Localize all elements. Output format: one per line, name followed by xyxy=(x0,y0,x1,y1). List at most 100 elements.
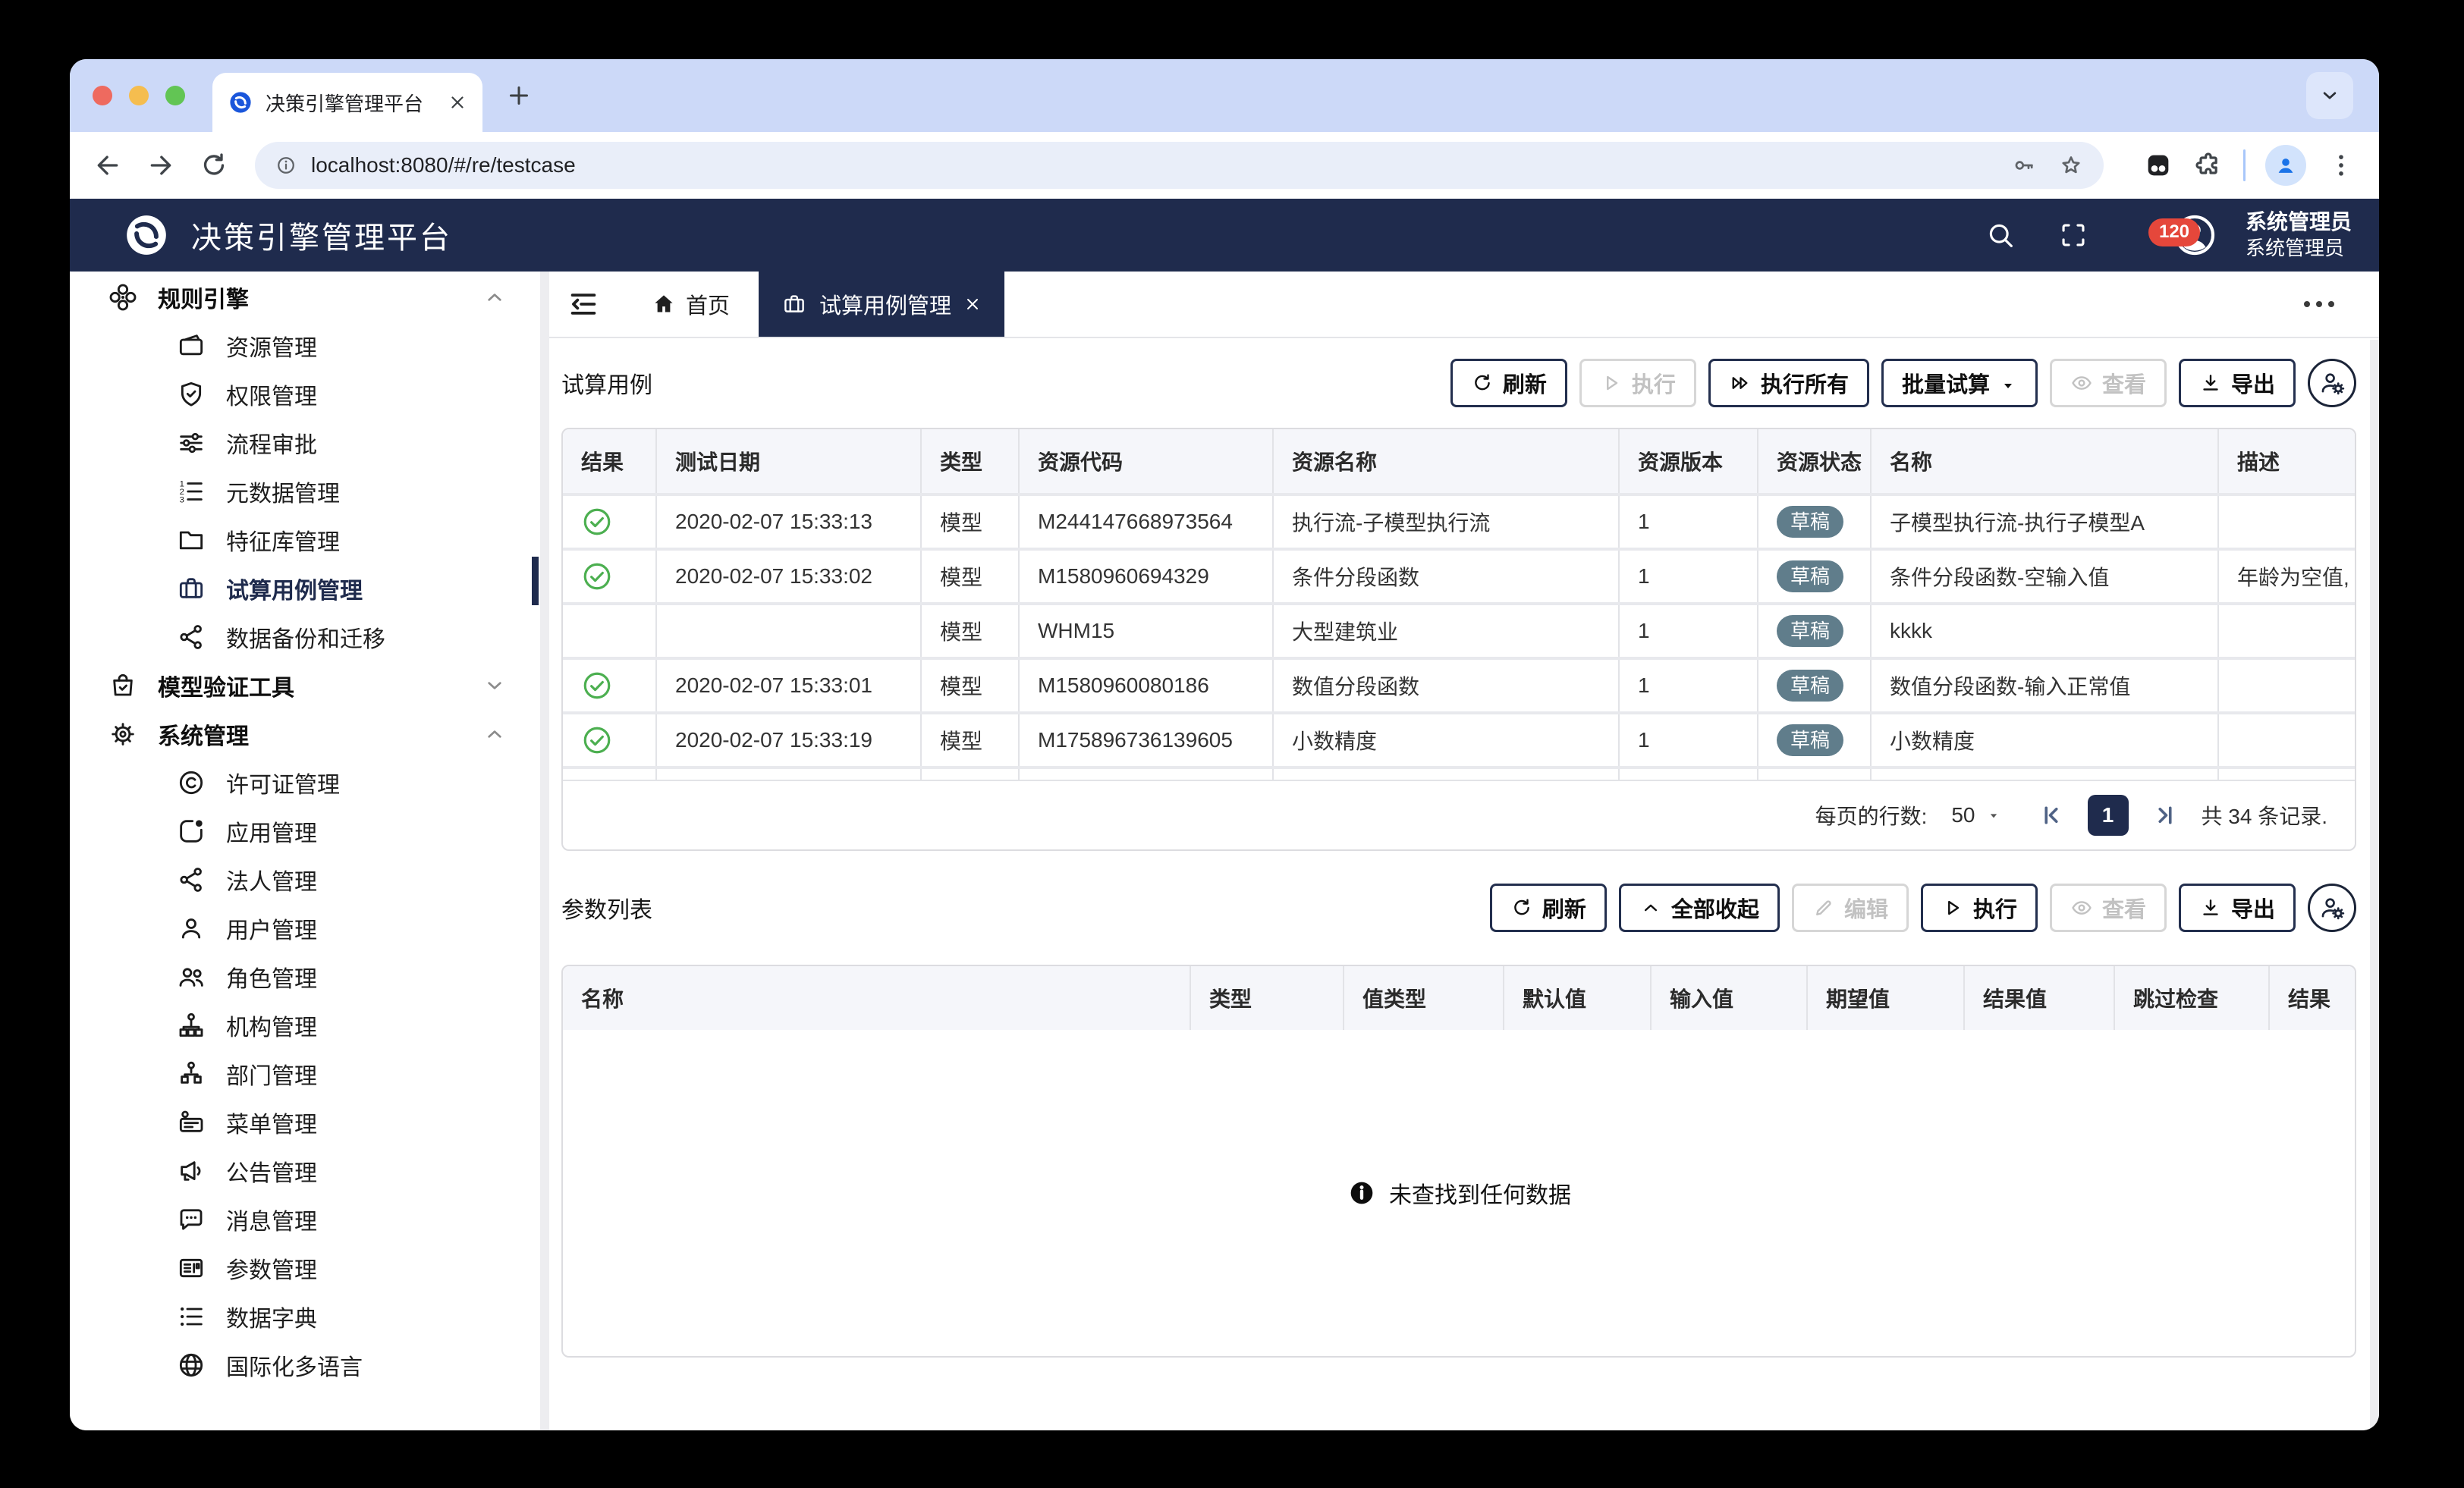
execute-button[interactable]: 执行 xyxy=(1920,884,2038,932)
table-row[interactable]: 2020-02-07 15:33:02 模型 M1580960694329 条件分段函… xyxy=(563,548,2355,602)
execute-all-button[interactable]: 执行所有 xyxy=(1708,359,1869,407)
new-tab-button[interactable] xyxy=(505,82,533,109)
last-page-icon[interactable] xyxy=(2151,802,2179,829)
testcase-column-settings-button[interactable] xyxy=(2308,359,2356,407)
site-info-icon[interactable] xyxy=(275,154,297,177)
first-page-icon[interactable] xyxy=(2038,802,2065,829)
batch-test-button[interactable]: 批量试算 xyxy=(1881,359,2038,407)
sidebar-item-label: 公告管理 xyxy=(226,1161,317,1186)
table-cell: kkkk xyxy=(1870,605,2217,657)
fullscreen-icon[interactable] xyxy=(2057,219,2089,251)
password-key-icon[interactable] xyxy=(2011,152,2037,178)
reload-icon[interactable] xyxy=(199,150,229,181)
sidebar-item[interactable]: 系统管理 xyxy=(70,710,549,758)
menu-card-icon xyxy=(176,1107,206,1138)
tab-testcase-active[interactable]: 试算用例管理 xyxy=(759,272,1005,337)
user-info[interactable]: 系统管理员 系统管理员 xyxy=(2246,209,2352,262)
refresh-button[interactable]: 刷新 xyxy=(1450,359,1567,407)
wallet-icon xyxy=(176,331,206,361)
view-button[interactable]: 查看 xyxy=(2049,884,2167,932)
status-badge: 草稿 xyxy=(1777,724,1844,756)
minimize-window-button[interactable] xyxy=(129,86,149,105)
extension-dark-icon[interactable] xyxy=(2143,150,2173,181)
edit-button[interactable]: 编辑 xyxy=(1791,884,1909,932)
close-tab-icon[interactable] xyxy=(448,93,467,112)
folder-icon xyxy=(176,525,206,555)
table-cell: 条件分段函数-空输入值 xyxy=(1870,551,2217,602)
extensions-puzzle-icon[interactable] xyxy=(2193,150,2224,181)
param-card-icon xyxy=(176,1253,206,1283)
browser-tab[interactable]: 决策引擎管理平台 xyxy=(212,73,482,132)
address-bar[interactable]: localhost:8080/#/re/testcase xyxy=(255,142,2104,189)
sidebar-item[interactable]: 试算用例管理 xyxy=(70,564,549,613)
briefcase-icon xyxy=(784,295,804,312)
sidebar-item-label: 规则引擎 xyxy=(158,287,249,312)
sidebar-scrollbar-track[interactable] xyxy=(540,272,549,1430)
main-scrollbar-track[interactable] xyxy=(2370,340,2379,1430)
table-row[interactable]: 2020-02-07 15:33:19 模型 M175896736139605 小数精… xyxy=(563,711,2355,766)
sidebar-item-label: 数据字典 xyxy=(226,1307,317,1332)
sidebar-item[interactable]: 规则引擎 xyxy=(70,273,549,322)
tab-overflow-menu-icon[interactable] xyxy=(2302,297,2337,311)
user-icon xyxy=(176,913,206,943)
forward-icon[interactable] xyxy=(146,150,176,181)
params-column-settings-button[interactable] xyxy=(2308,884,2356,932)
column-header: 结果值 xyxy=(1963,966,2114,1030)
table-cell: 条件分段函数 xyxy=(1272,551,1618,602)
column-header: 测试日期 xyxy=(655,429,920,493)
tab-search-button[interactable] xyxy=(2306,72,2353,119)
refresh-button[interactable]: 刷新 xyxy=(1489,884,1607,932)
close-window-button[interactable] xyxy=(93,86,112,105)
share-nodes-icon xyxy=(176,622,206,652)
sidebar-item[interactable]: 机构管理 xyxy=(70,1001,549,1050)
sidebar-item[interactable]: 许可证管理 xyxy=(70,758,549,807)
column-header: 资源名称 xyxy=(1272,429,1618,493)
export-button[interactable]: 导出 xyxy=(2178,884,2296,932)
execute-button[interactable]: 执行 xyxy=(1579,359,1696,407)
zoom-window-button[interactable] xyxy=(165,86,185,105)
sidebar-item[interactable]: 流程审批 xyxy=(70,419,549,467)
sidebar-item[interactable]: 应用管理 xyxy=(70,807,549,855)
collapse-menu-icon[interactable] xyxy=(566,287,601,322)
chevron-down-icon xyxy=(482,673,507,698)
sidebar-item[interactable]: 消息管理 xyxy=(70,1195,549,1244)
chat-icon xyxy=(176,1204,206,1235)
search-icon[interactable] xyxy=(1985,219,2016,251)
sidebar-item[interactable]: 权限管理 xyxy=(70,370,549,419)
sidebar-item[interactable]: 公告管理 xyxy=(70,1147,549,1195)
collapse-all-button[interactable]: 全部收起 xyxy=(1618,884,1780,932)
browser-menu-icon[interactable] xyxy=(2326,150,2356,181)
table-cell xyxy=(655,769,920,780)
tab-home[interactable]: 首页 xyxy=(628,272,753,337)
back-icon[interactable] xyxy=(93,150,123,181)
sidebar-item[interactable]: 1 2 3 元数据管理 xyxy=(70,467,549,516)
sidebar-item[interactable]: 角色管理 xyxy=(70,953,549,1001)
sidebar-item[interactable]: 数据字典 xyxy=(70,1292,549,1341)
table-cell xyxy=(1757,769,1870,780)
sidebar-item[interactable]: 法人管理 xyxy=(70,855,549,904)
sidebar-item[interactable]: 资源管理 xyxy=(70,322,549,370)
sidebar-item[interactable]: 模型验证工具 xyxy=(70,661,549,710)
sidebar-item[interactable]: 数据备份和迁移 xyxy=(70,613,549,661)
sidebar-scrollbar-thumb[interactable] xyxy=(532,557,539,605)
sidebar-item[interactable]: 国际化多语言 xyxy=(70,1341,549,1389)
sidebar-item[interactable]: 部门管理 xyxy=(70,1050,549,1098)
current-page[interactable]: 1 xyxy=(2087,795,2129,836)
app-title: 决策引擎管理平台 xyxy=(191,221,452,255)
sidebar-item[interactable]: 特征库管理 xyxy=(70,516,549,564)
bookmark-star-icon[interactable] xyxy=(2058,152,2084,178)
export-button[interactable]: 导出 xyxy=(2178,359,2296,407)
rows-per-page[interactable]: 每页的行数: 50 xyxy=(1815,800,2001,830)
sidebar-item[interactable]: 菜单管理 xyxy=(70,1098,549,1147)
table-row[interactable]: 2020-02-07 15:33:13 模型 M244147668973564 执行流… xyxy=(563,493,2355,548)
table-row[interactable]: 模型 WHM15 大型建筑业 1 草稿 kkkk xyxy=(563,602,2355,657)
sidebar-item[interactable]: 用户管理 xyxy=(70,904,549,953)
column-header: 类型 xyxy=(920,429,1018,493)
view-button[interactable]: 查看 xyxy=(2049,359,2167,407)
sidebar-item[interactable]: 参数管理 xyxy=(70,1244,549,1292)
empty-state: 未查找到任何数据 xyxy=(563,1030,2355,1356)
sidebar-item-label: 资源管理 xyxy=(226,336,317,361)
table-cell: 模型 xyxy=(920,714,1018,766)
browser-profile-avatar[interactable] xyxy=(2265,145,2306,186)
table-row[interactable]: 2020-02-07 15:33:01 模型 M1580960080186 数值分段函… xyxy=(563,657,2355,711)
